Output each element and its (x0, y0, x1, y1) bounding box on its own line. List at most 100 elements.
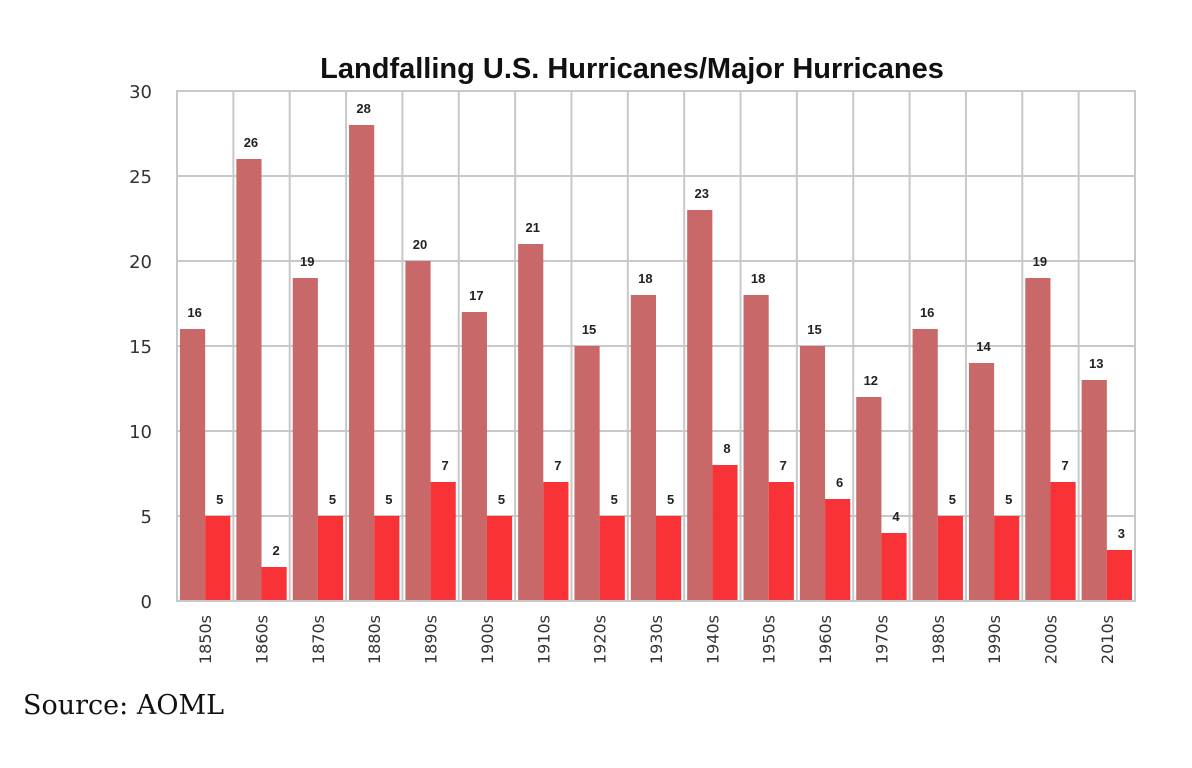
data-label: 15 (582, 322, 596, 337)
data-label: 2 (273, 543, 280, 558)
data-label: 17 (469, 288, 483, 303)
data-label: 19 (1033, 254, 1047, 269)
data-label: 3 (1118, 526, 1125, 541)
bar-hurricanes (236, 159, 262, 601)
x-tick-label: 1880s (365, 615, 384, 664)
y-axis: 0 5 10 15 20 25 30 (129, 82, 152, 613)
bar-major-hurricanes (768, 482, 794, 601)
data-label: 5 (1005, 492, 1012, 507)
bar-major-hurricanes (317, 516, 344, 601)
bar-major-hurricanes (261, 567, 287, 601)
bar-hurricanes (292, 278, 318, 601)
bar-hurricanes (518, 244, 544, 601)
x-tick-label: 1970s (872, 615, 891, 664)
data-label: 18 (751, 271, 765, 286)
data-label: 26 (244, 135, 258, 150)
y-tick-label: 0 (141, 592, 152, 613)
bar-hurricanes (574, 346, 600, 601)
data-labels: 16 5 26 2 19 5 28 5 20 7 17 5 21 7 15 5 18 5 23 8 18 7 15 6 12 4 1… (187, 101, 1125, 558)
x-tick-label: 1850s (196, 615, 215, 664)
data-label: 5 (329, 492, 336, 507)
bar-hurricanes (687, 210, 713, 601)
bar-major-hurricanes (543, 482, 569, 601)
x-axis: 1850s 1860s 1870s 1880s 1890s 1900s 1910s 1920s… (196, 615, 1117, 664)
bar-hurricanes (1025, 278, 1051, 601)
data-label: 8 (723, 441, 730, 456)
data-label: 7 (780, 458, 787, 473)
bar-major-hurricanes (656, 516, 682, 601)
data-label: 5 (949, 492, 956, 507)
x-tick-label: 1930s (647, 615, 666, 664)
bar-hurricanes (856, 397, 882, 601)
data-label: 7 (1061, 458, 1068, 473)
data-label: 7 (442, 458, 449, 473)
bar-major-hurricanes (937, 516, 963, 601)
data-label: 5 (667, 492, 674, 507)
x-tick-label: 1900s (478, 615, 497, 664)
bar-chart: Landfalling U.S. Hurricanes/Major Hurric… (129, 53, 1136, 664)
data-label: 4 (892, 509, 900, 524)
x-tick-label: 1890s (422, 615, 441, 664)
bar-major-hurricanes (374, 516, 400, 601)
data-label: 20 (413, 237, 427, 252)
bar-major-hurricanes (712, 465, 738, 601)
bar-major-hurricanes (599, 516, 625, 601)
data-label: 15 (807, 322, 821, 337)
gridlines (177, 90, 1135, 602)
x-tick-label: 1910s (534, 615, 553, 664)
data-label: 23 (695, 186, 709, 201)
x-tick-label: 2010s (1098, 615, 1117, 664)
data-label: 5 (385, 492, 392, 507)
data-label: 14 (976, 339, 991, 354)
x-tick-label: 2000s (1041, 615, 1060, 664)
bar-hurricanes (799, 346, 826, 601)
y-tick-label: 15 (129, 337, 152, 358)
bar-hurricanes (405, 261, 431, 601)
bar-major-hurricanes (430, 482, 456, 601)
data-label: 5 (611, 492, 618, 507)
chart-title: Landfalling U.S. Hurricanes/Major Hurric… (320, 53, 944, 85)
y-tick-label: 5 (141, 507, 152, 528)
bar-major-hurricanes (1050, 482, 1076, 601)
bar-major-hurricanes (486, 516, 513, 601)
plot-frame (176, 90, 1136, 602)
bar-major-hurricanes (825, 499, 851, 601)
bar-major-hurricanes (205, 516, 231, 601)
data-label: 18 (638, 271, 652, 286)
bar-major-hurricanes (1106, 550, 1132, 601)
x-tick-label: 1920s (591, 615, 610, 664)
data-label: 5 (216, 492, 223, 507)
bar-hurricanes (1081, 380, 1107, 601)
y-tick-label: 30 (129, 82, 152, 103)
y-tick-label: 20 (129, 252, 152, 273)
data-label: 13 (1089, 356, 1103, 371)
x-tick-label: 1870s (309, 615, 328, 664)
x-tick-label: 1940s (703, 615, 722, 664)
x-tick-label: 1860s (253, 615, 272, 664)
data-label: 19 (300, 254, 314, 269)
bar-hurricanes (743, 295, 769, 601)
data-label: 16 (187, 305, 201, 320)
bar-hurricanes (912, 329, 938, 601)
data-label: 16 (920, 305, 934, 320)
bar-hurricanes (968, 363, 995, 601)
data-label: 21 (525, 220, 539, 235)
data-label: 7 (554, 458, 561, 473)
source-note: Source: AOML (23, 690, 225, 721)
x-tick-label: 1990s (985, 615, 1004, 664)
x-tick-label: 1950s (760, 615, 779, 664)
bars (180, 125, 1132, 601)
bar-hurricanes (461, 312, 487, 601)
y-tick-label: 25 (129, 167, 152, 188)
bar-major-hurricanes (994, 516, 1020, 601)
x-tick-label: 1960s (816, 615, 835, 664)
x-tick-label: 1980s (929, 615, 948, 664)
data-label: 6 (836, 475, 843, 490)
data-label: 12 (864, 373, 878, 388)
bar-hurricanes (349, 125, 375, 601)
y-tick-label: 10 (129, 422, 152, 443)
bar-major-hurricanes (881, 533, 907, 601)
data-label: 5 (498, 492, 505, 507)
data-label: 28 (356, 101, 370, 116)
bar-hurricanes (630, 295, 656, 601)
